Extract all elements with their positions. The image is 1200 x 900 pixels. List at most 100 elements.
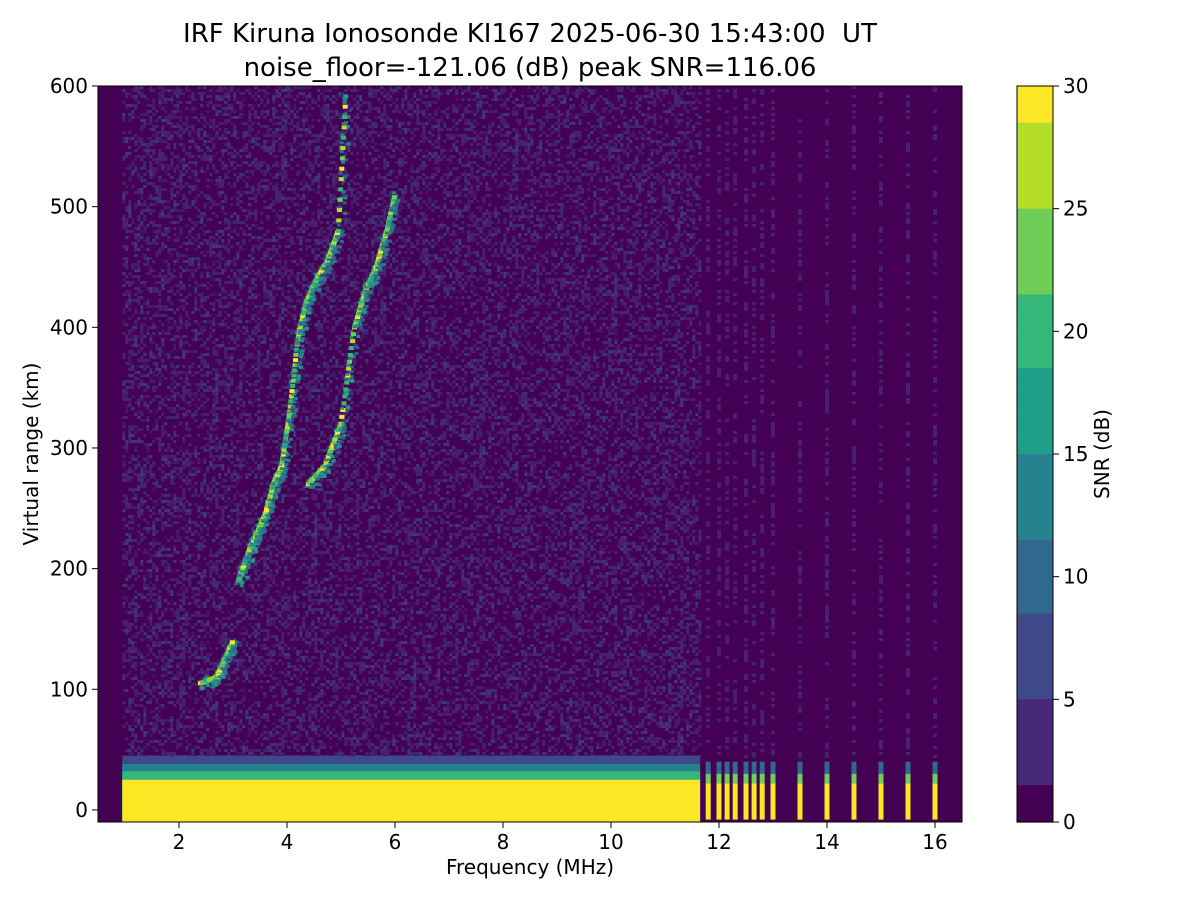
y-tick-label: 500 bbox=[50, 195, 88, 219]
y-tick-label: 300 bbox=[50, 436, 88, 460]
echo-point bbox=[291, 379, 296, 383]
colorbar-swatch bbox=[1017, 172, 1053, 185]
echo-point bbox=[348, 353, 353, 357]
colorbar-swatch bbox=[1017, 344, 1053, 357]
y-axis-label: Virtual range (km) bbox=[19, 363, 43, 546]
colorbar-swatch bbox=[1017, 466, 1053, 479]
echo-point bbox=[344, 381, 349, 385]
colorbar-swatch bbox=[1017, 393, 1053, 406]
colorbar-swatch bbox=[1017, 540, 1053, 553]
colorbar-swatch bbox=[1017, 785, 1053, 798]
chart-subtitle: noise_floor=-121.06 (dB) peak SNR=116.06 bbox=[0, 53, 1060, 83]
colorbar-swatch bbox=[1017, 160, 1053, 173]
x-tick-label: 16 bbox=[922, 830, 947, 854]
echo-point bbox=[337, 208, 342, 212]
echo-point bbox=[336, 218, 341, 222]
colorbar-swatch bbox=[1017, 626, 1053, 639]
echo-point bbox=[336, 229, 341, 233]
colorbar-swatch bbox=[1017, 147, 1053, 160]
colorbar-swatch bbox=[1017, 86, 1053, 99]
chart-title: IRF Kiruna Ionosonde KI167 2025-06-30 15… bbox=[0, 19, 1060, 49]
colorbar-swatch bbox=[1017, 528, 1053, 541]
colorbar-swatch bbox=[1017, 503, 1053, 516]
colorbar-swatch bbox=[1017, 650, 1053, 663]
echo-point bbox=[340, 415, 345, 419]
colorbar-swatch bbox=[1017, 135, 1053, 148]
echo-point bbox=[294, 353, 299, 357]
x-tick-label: 10 bbox=[598, 830, 623, 854]
colorbar-swatch bbox=[1017, 307, 1053, 320]
colorbar-swatch bbox=[1017, 270, 1053, 283]
colorbar-tick-label: 25 bbox=[1063, 197, 1088, 221]
y-tick-label: 400 bbox=[50, 315, 88, 339]
colorbar-swatch bbox=[1017, 454, 1053, 467]
colorbar-swatch bbox=[1017, 663, 1053, 676]
colorbar-tick-label: 10 bbox=[1063, 565, 1088, 589]
heatmap-plot-area bbox=[98, 86, 962, 822]
colorbar-swatch bbox=[1017, 417, 1053, 430]
colorbar-swatch bbox=[1017, 123, 1053, 136]
echo-point bbox=[347, 360, 352, 364]
echo-point bbox=[290, 384, 295, 388]
echo-point bbox=[343, 94, 348, 98]
colorbar-label: SNR (dB) bbox=[1090, 409, 1114, 499]
echo-point bbox=[341, 401, 346, 405]
echo-point bbox=[341, 136, 346, 140]
echo-point bbox=[290, 389, 295, 393]
colorbar-swatch bbox=[1017, 699, 1053, 712]
colorbar-swatch bbox=[1017, 515, 1053, 528]
colorbar-swatch bbox=[1017, 295, 1053, 308]
colorbar-swatch bbox=[1017, 589, 1053, 602]
colorbar-swatch bbox=[1017, 245, 1053, 258]
colorbar-swatch bbox=[1017, 98, 1053, 111]
colorbar-swatch bbox=[1017, 773, 1053, 786]
echo-point bbox=[338, 187, 343, 191]
x-tick-label: 2 bbox=[173, 830, 186, 854]
colorbar-swatch bbox=[1017, 233, 1053, 246]
x-tick-label: 6 bbox=[389, 830, 402, 854]
colorbar-swatch bbox=[1017, 380, 1053, 393]
colorbar-swatch bbox=[1017, 638, 1053, 651]
echo-point bbox=[342, 125, 347, 129]
colorbar-swatch bbox=[1017, 356, 1053, 369]
colorbar-swatch bbox=[1017, 724, 1053, 737]
echo-point bbox=[340, 156, 345, 160]
colorbar-tick-label: 0 bbox=[1063, 810, 1076, 834]
x-tick-label: 12 bbox=[706, 830, 731, 854]
echo-point bbox=[293, 358, 298, 362]
echo-point bbox=[284, 429, 289, 433]
colorbar-swatch bbox=[1017, 258, 1053, 271]
echo-point bbox=[339, 177, 344, 181]
echo-point bbox=[349, 346, 354, 350]
colorbar-swatch bbox=[1017, 331, 1053, 344]
colorbar-swatch bbox=[1017, 797, 1053, 810]
colorbar-swatch bbox=[1017, 319, 1053, 332]
echo-point bbox=[338, 198, 343, 202]
colorbar-tick-label: 15 bbox=[1063, 442, 1088, 466]
colorbar-swatch bbox=[1017, 687, 1053, 700]
colorbar-swatch bbox=[1017, 564, 1053, 577]
colorbar-swatch bbox=[1017, 282, 1053, 295]
x-tick-label: 4 bbox=[281, 830, 294, 854]
y-tick-label: 200 bbox=[50, 557, 88, 581]
echo-point bbox=[340, 146, 345, 150]
colorbar-swatch bbox=[1017, 405, 1053, 418]
colorbar-swatch bbox=[1017, 613, 1053, 626]
colorbar-swatch bbox=[1017, 111, 1053, 124]
echo-point bbox=[343, 105, 348, 109]
colorbar-tick-label: 5 bbox=[1063, 687, 1076, 711]
x-axis: 2 4 6 8 10 12 14 16 bbox=[173, 822, 948, 854]
colorbar-swatch bbox=[1017, 368, 1053, 381]
y-tick-label: 100 bbox=[50, 677, 88, 701]
colorbar-swatch bbox=[1017, 184, 1053, 197]
x-tick-label: 14 bbox=[814, 830, 839, 854]
echo-point bbox=[350, 339, 355, 343]
colorbar-swatch bbox=[1017, 577, 1053, 590]
colorbar-swatch bbox=[1017, 209, 1053, 222]
colorbar-swatch bbox=[1017, 601, 1053, 614]
y-tick-label: 0 bbox=[75, 798, 88, 822]
colorbar-swatch bbox=[1017, 552, 1053, 565]
echo-point bbox=[230, 640, 235, 644]
